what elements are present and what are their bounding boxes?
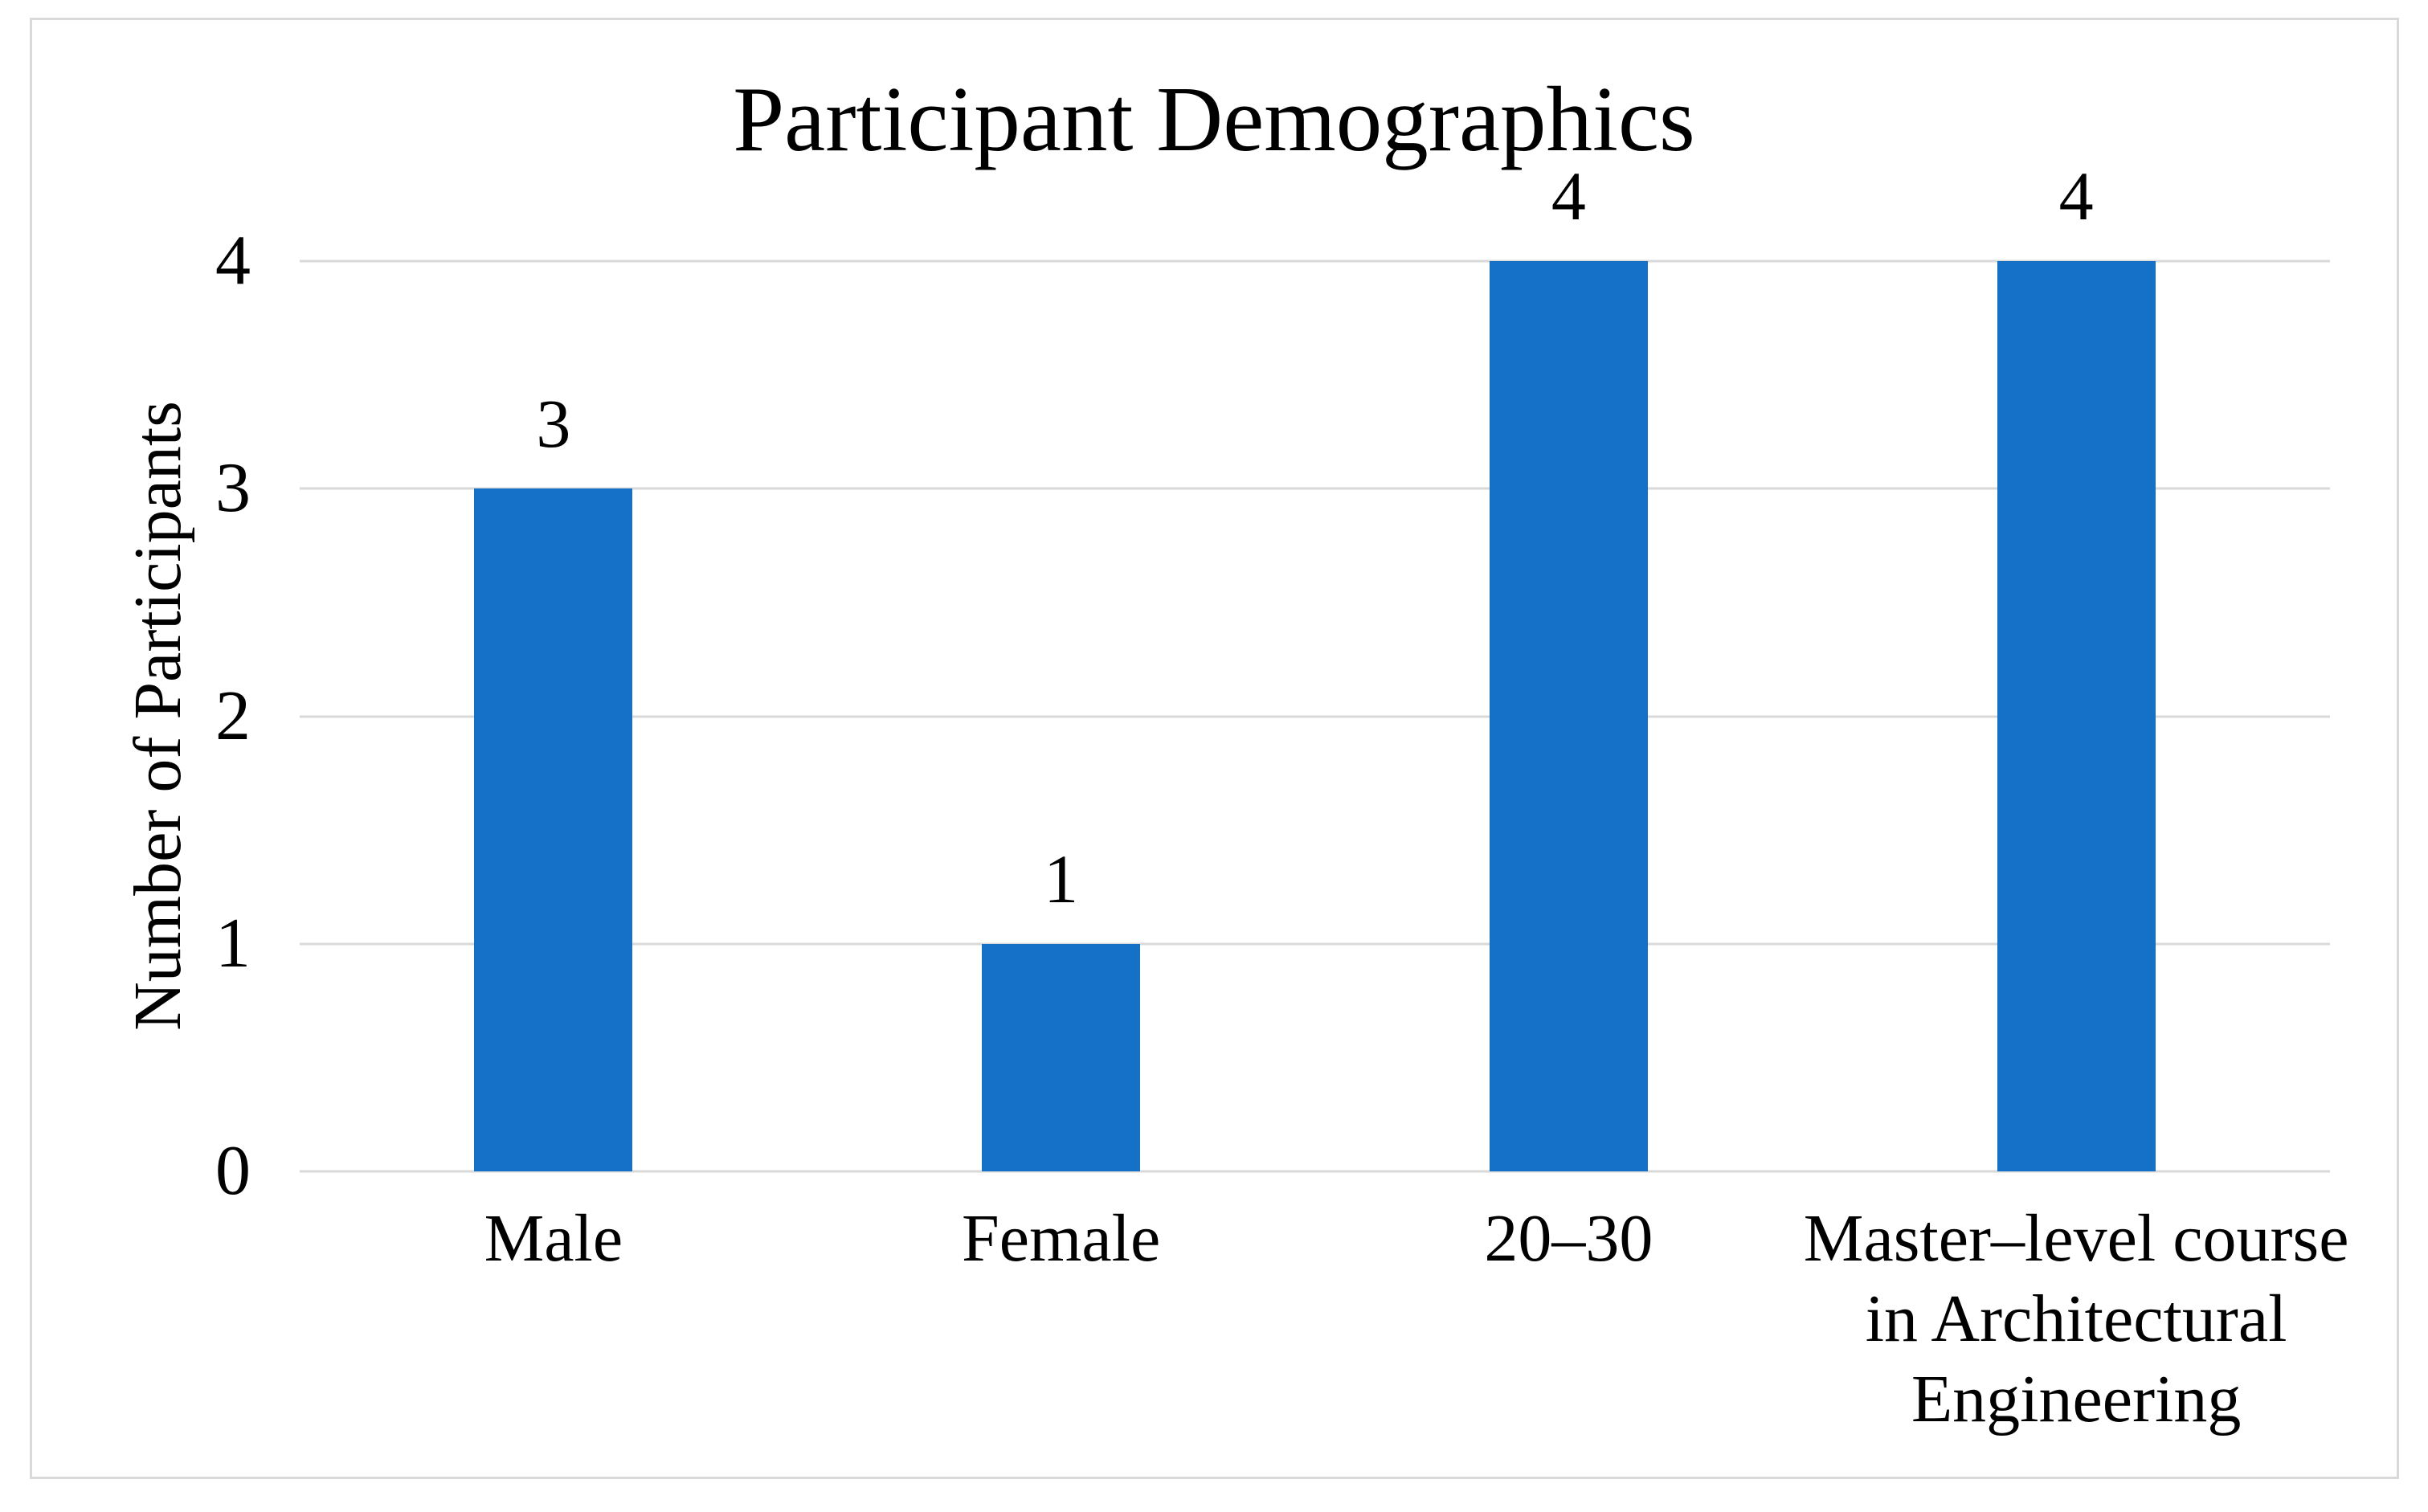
gridline — [300, 259, 2330, 263]
bar-1 — [982, 943, 1141, 1171]
y-tick-label: 1 — [215, 904, 251, 983]
gridline — [300, 942, 2330, 946]
y-tick-label: 0 — [215, 1132, 251, 1210]
bar-data-label: 3 — [536, 385, 571, 463]
gridline — [300, 1170, 2330, 1173]
x-category-label: Male — [484, 1201, 623, 1276]
bar-3 — [1997, 261, 2156, 1171]
x-category-label: Master–level course in Architectural Eng… — [1803, 1201, 2349, 1436]
x-axis-category-labels: Male Female 20–30 Master–level course in Ar… — [300, 1199, 2349, 1488]
bar-2 — [1489, 261, 1648, 1171]
bar-data-label: 1 — [1044, 840, 1079, 917]
y-axis-tick-labels: 0 1 2 3 4 — [0, 222, 251, 1210]
y-tick-label: 2 — [215, 676, 251, 755]
gridline — [300, 487, 2330, 490]
y-tick-label: 4 — [215, 222, 251, 300]
x-category-label: Female — [962, 1201, 1161, 1276]
bar-data-label: 4 — [2058, 157, 2094, 235]
bar-data-label: 4 — [1551, 157, 1586, 235]
bar-0 — [474, 488, 633, 1171]
chart-title: Participant Demographics — [733, 68, 1695, 170]
plot-area: 3 1 4 4 — [300, 160, 2330, 1173]
y-tick-label: 3 — [215, 449, 251, 528]
gridline — [300, 715, 2330, 717]
x-category-label: 20–30 — [1484, 1201, 1653, 1276]
